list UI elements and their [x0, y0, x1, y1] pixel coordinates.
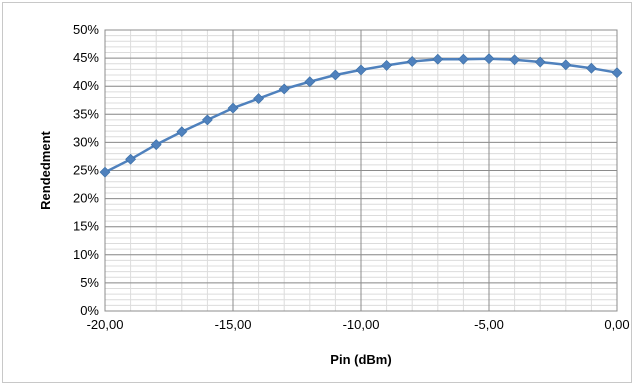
- data-point: [611, 67, 623, 79]
- data-point: [457, 53, 469, 65]
- x-tick-label: -20,00: [87, 317, 124, 332]
- data-point: [253, 93, 265, 104]
- y-tick-label: 10%: [73, 247, 99, 262]
- y-axis-title: Rendedment: [38, 130, 53, 209]
- y-tick-label: 15%: [73, 219, 99, 234]
- x-axis-title: Pin (dBm): [330, 352, 391, 367]
- data-point: [125, 153, 137, 165]
- data-point: [201, 114, 213, 126]
- data-point: [278, 83, 290, 95]
- data-point: [329, 69, 341, 81]
- data-point: [483, 53, 495, 65]
- y-tick-label: 20%: [73, 191, 99, 206]
- data-point: [432, 53, 444, 65]
- x-axis-tick-labels: -20,00 -15,00 -10,00 -5,00 0,00: [87, 317, 630, 332]
- y-tick-label: 30%: [73, 134, 99, 149]
- data-point: [406, 56, 418, 67]
- data-point: [176, 126, 188, 138]
- y-tick-label: 5%: [80, 275, 99, 290]
- y-tick-label: 40%: [73, 78, 99, 93]
- data-point: [227, 102, 239, 114]
- series-layer: [99, 53, 623, 178]
- x-tick-label: -15,00: [215, 317, 252, 332]
- y-tick-label: 35%: [73, 106, 99, 121]
- data-point: [585, 62, 597, 74]
- data-point: [355, 64, 367, 76]
- data-point: [534, 56, 546, 68]
- data-point: [381, 59, 393, 71]
- x-tick-label: -10,00: [343, 317, 380, 332]
- data-point: [304, 76, 316, 88]
- data-point: [509, 54, 521, 66]
- x-tick-label: 0,00: [604, 317, 629, 332]
- y-tick-label: 50%: [73, 22, 99, 37]
- y-tick-label: 0%: [80, 303, 99, 318]
- data-point: [560, 59, 572, 71]
- x-tick-label: -5,00: [474, 317, 504, 332]
- y-tick-label: 25%: [73, 163, 99, 178]
- data-point: [99, 166, 111, 178]
- y-axis-tick-labels: 0% 5% 10% 15% 20% 25% 30% 35% 40% 45% 50%: [73, 22, 99, 318]
- data-point: [150, 139, 162, 151]
- y-tick-label: 45%: [73, 50, 99, 65]
